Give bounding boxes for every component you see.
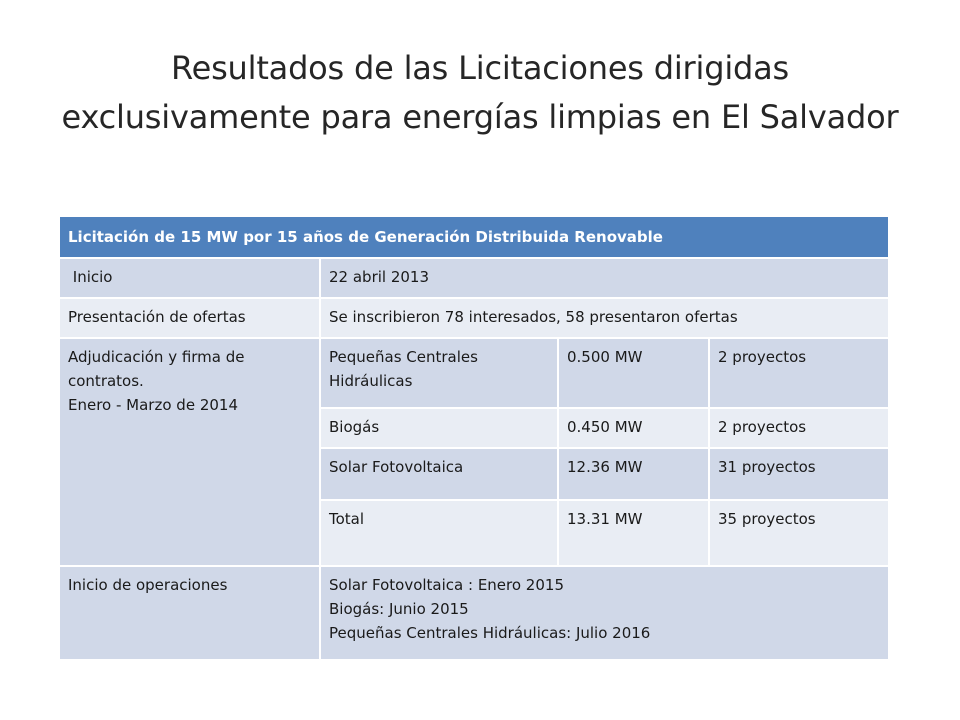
tech-cell: Pequeñas Centrales Hidráulicas (319, 337, 559, 409)
projects-cell: 2 proyectos (707, 337, 891, 409)
table-row-adjudicacion-2: Biogás 0.450 MW 2 proyectos (59, 407, 891, 449)
mw-cell-total: 13.31 MW (557, 499, 710, 567)
operaciones-label: Inicio de operaciones (58, 565, 321, 661)
slide-title: Resultados de las Licitaciones dirigidas… (0, 44, 960, 142)
operaciones-line: Pequeñas Centrales Hidráulicas: Julio 20… (329, 624, 651, 642)
table-row-adjudicacion-1: Adjudicación y firma de contratos. Enero… (58, 337, 891, 567)
inicio-label: Inicio (58, 257, 321, 299)
operaciones-line: Biogás: Junio 2015 (329, 600, 469, 618)
tech-cell: Solar Fotovoltaica (319, 447, 559, 501)
results-table: Licitación de 15 MW por 15 años de Gener… (57, 215, 891, 661)
tech-line: Pequeñas Centrales (329, 348, 478, 366)
tech-cell: Biogás (319, 407, 559, 449)
operaciones-value: Solar Fotovoltaica : Enero 2015 Biogás: … (318, 565, 891, 661)
table-header-row: Licitación de 15 MW por 15 años de Gener… (57, 215, 891, 259)
table-row-presentacion: Presentación de ofertas Se inscribieron … (58, 297, 891, 339)
presentacion-value: Se inscribieron 78 interesados, 58 prese… (318, 297, 891, 339)
mw-cell: 0.500 MW (557, 337, 710, 409)
projects-cell: 31 proyectos (707, 447, 891, 501)
adjudicacion-label-line: Adjudicación y firma de (68, 348, 245, 366)
slide-title-line-2: exclusivamente para energías limpias en … (61, 98, 899, 136)
table-row-adjudicacion-3: Solar Fotovoltaica 12.36 MW 31 proyectos (59, 447, 891, 501)
slide-title-line-1: Resultados de las Licitaciones dirigidas (170, 49, 790, 87)
table-header: Licitación de 15 MW por 15 años de Gener… (57, 215, 891, 259)
adjudicacion-label-line: contratos. (68, 372, 144, 390)
table-row-adjudicacion-total: Total 13.31 MW 35 proyectos (59, 499, 891, 567)
projects-cell: 2 proyectos (707, 407, 891, 449)
table-row-inicio: Inicio 22 abril 2013 (58, 257, 891, 299)
tech-line: Hidráulicas (329, 372, 413, 390)
adjudicacion-label-line: Enero - Marzo de 2014 (68, 396, 238, 414)
mw-cell: 0.450 MW (557, 407, 710, 449)
table-row-operaciones: Inicio de operaciones Solar Fotovoltaica… (58, 565, 891, 661)
tech-cell-total: Total (319, 499, 559, 567)
inicio-value: 22 abril 2013 (318, 257, 891, 299)
adjudicacion-label: Adjudicación y firma de contratos. Enero… (58, 337, 321, 567)
operaciones-line: Solar Fotovoltaica : Enero 2015 (329, 576, 564, 594)
projects-cell-total: 35 proyectos (707, 499, 891, 567)
mw-cell: 12.36 MW (557, 447, 710, 501)
presentacion-label: Presentación de ofertas (58, 297, 321, 339)
